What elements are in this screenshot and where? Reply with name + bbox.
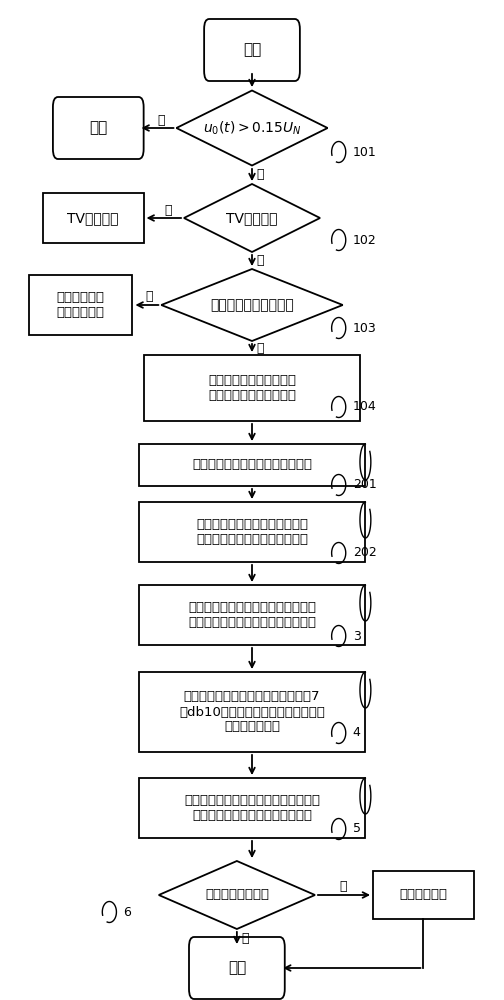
Text: $u_0(t)>0.15U_N$: $u_0(t)>0.15U_N$ [203, 119, 301, 137]
Bar [139, 672, 365, 752]
Text: 5: 5 [353, 822, 361, 836]
Polygon shape [176, 91, 328, 165]
Polygon shape [161, 269, 343, 341]
Text: 消弧线圈是否串联谐振: 消弧线圈是否串联谐振 [210, 298, 294, 312]
Text: 对各分支线路的暂态特征相电流进行7
层db10小波包分解，并计算简化能量
和简化重心频率: 对各分支线路的暂态特征相电流进行7 层db10小波包分解，并计算简化能量 和简化… [179, 690, 325, 734]
Text: 否: 否 [339, 880, 346, 894]
Text: 确定故障相，计算暂态零
序电流和暂态故障相电流: 确定故障相，计算暂态零 序电流和暂态故障相电流 [208, 374, 296, 402]
Text: 4: 4 [353, 726, 361, 740]
Text: TV是否断线: TV是否断线 [226, 211, 278, 225]
Bar [373, 871, 474, 919]
Text: 调节消弧线圈
消除串联谐振: 调节消弧线圈 消除串联谐振 [56, 291, 105, 319]
Text: 计算各分支线路暂态特征零序电流之
间的互相关系数矩阵和综合相关系数: 计算各分支线路暂态特征零序电流之 间的互相关系数矩阵和综合相关系数 [188, 601, 316, 629]
Text: 返回: 返回 [89, 120, 107, 135]
Text: 是: 是 [241, 932, 249, 944]
Bar [139, 444, 365, 486]
Text: 是: 是 [257, 168, 264, 182]
Text: TV断线警告: TV断线警告 [68, 211, 119, 225]
Bar [144, 355, 360, 421]
Text: 建立三维坐标系，计算特征点和固定点
之间的平方距离，并判定故障线路: 建立三维坐标系，计算特征点和固定点 之间的平方距离，并判定故障线路 [184, 794, 320, 822]
Bar [139, 585, 365, 645]
FancyBboxPatch shape [53, 97, 144, 159]
Text: 故障状态是否消除: 故障状态是否消除 [205, 888, 269, 902]
Text: 变尺度双稳态处理得到暂态特征
故障相电流和暂态特征零序电流: 变尺度双稳态处理得到暂态特征 故障相电流和暂态特征零序电流 [196, 518, 308, 546]
Polygon shape [159, 861, 315, 929]
Text: 否: 否 [257, 254, 264, 267]
Polygon shape [184, 184, 320, 252]
Bar [139, 502, 365, 562]
Text: 开始: 开始 [243, 42, 261, 57]
Text: 结束: 结束 [228, 960, 246, 976]
Text: 201: 201 [353, 479, 376, 491]
Text: 是: 是 [145, 290, 152, 304]
FancyBboxPatch shape [204, 19, 300, 81]
Text: 103: 103 [353, 322, 376, 334]
Text: 202: 202 [353, 546, 376, 560]
Text: 设定变尺度双稳态中势函数的参数: 设定变尺度双稳态中势函数的参数 [192, 458, 312, 472]
Text: 102: 102 [353, 233, 376, 246]
Bar [139, 778, 365, 838]
Text: 3: 3 [353, 630, 361, 643]
Text: 否: 否 [257, 342, 264, 355]
Text: 是: 是 [164, 204, 171, 217]
Text: 判定母线故障: 判定母线故障 [399, 888, 448, 902]
Text: 104: 104 [353, 400, 376, 414]
Text: 否: 否 [158, 114, 165, 127]
Bar [29, 275, 132, 335]
Bar [43, 193, 144, 243]
Text: 6: 6 [123, 906, 132, 918]
FancyBboxPatch shape [189, 937, 285, 999]
Text: 101: 101 [353, 145, 376, 158]
